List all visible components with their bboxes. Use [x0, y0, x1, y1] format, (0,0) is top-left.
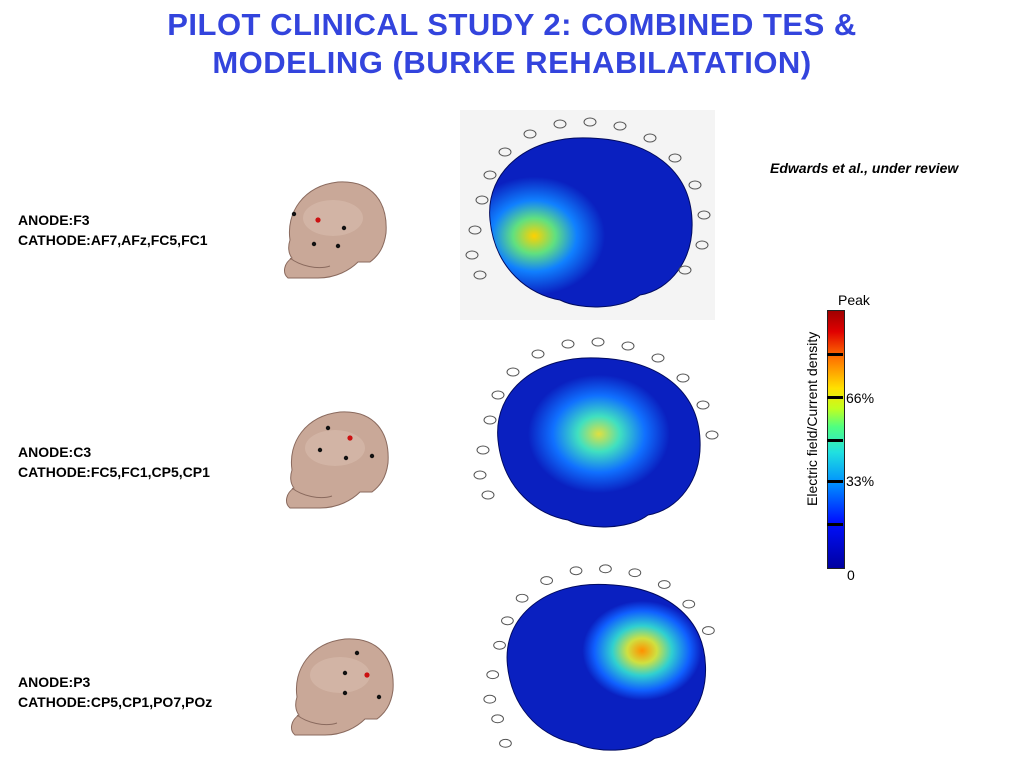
brain-field-model-2 — [473, 337, 719, 528]
colorbar-tick — [827, 396, 843, 399]
montage-label-1: ANODE:F3 CATHODE:AF7,AFz,FC5,FC1 — [18, 210, 208, 250]
montage-label-3: ANODE:P3 CATHODE:CP5,CP1,PO7,POz — [18, 672, 212, 712]
colorbar-peak-label: Peak — [838, 292, 870, 308]
cathode-label: CATHODE:CP5,CP1,PO7,POz — [18, 694, 213, 710]
colorbar-zero-label: 0 — [847, 567, 855, 583]
title-line-1: PILOT CLINICAL STUDY 2: COMBINED TES & — [167, 7, 857, 42]
colorbar-tick — [827, 353, 843, 356]
brain-field-model-3 — [483, 564, 715, 751]
scalp-model-2 — [286, 411, 389, 509]
colorbar-tick — [827, 480, 843, 483]
scalp-model-3 — [291, 638, 394, 736]
colorbar-tick — [827, 439, 843, 442]
scalp-model-1 — [284, 181, 387, 279]
slide-title: PILOT CLINICAL STUDY 2: COMBINED TES & M… — [0, 6, 1024, 82]
colorbar-33-label: 33% — [846, 473, 875, 489]
anode-label: ANODE:C3 — [18, 444, 92, 460]
anode-label: ANODE:P3 — [18, 674, 91, 690]
cathode-label: CATHODE:AF7,AFz,FC5,FC1 — [18, 232, 208, 248]
colorbar-tick — [827, 523, 843, 526]
colorbar-axis-label: Electric field/Current density — [804, 331, 820, 506]
montage-label-2: ANODE:C3 CATHODE:FC5,FC1,CP5,CP1 — [18, 442, 210, 482]
colorbar-66-label: 66% — [846, 390, 875, 406]
brain-field-model-1 — [460, 110, 715, 320]
title-line-2: MODELING (BURKE REHABILATATION) — [212, 45, 812, 80]
anode-label: ANODE:F3 — [18, 212, 90, 228]
citation: Edwards et al., under review — [770, 160, 959, 176]
cathode-label: CATHODE:FC5,FC1,CP5,CP1 — [18, 464, 210, 480]
colorbar: Peak 66% 33% 0 Electric field/Current de… — [790, 290, 910, 590]
